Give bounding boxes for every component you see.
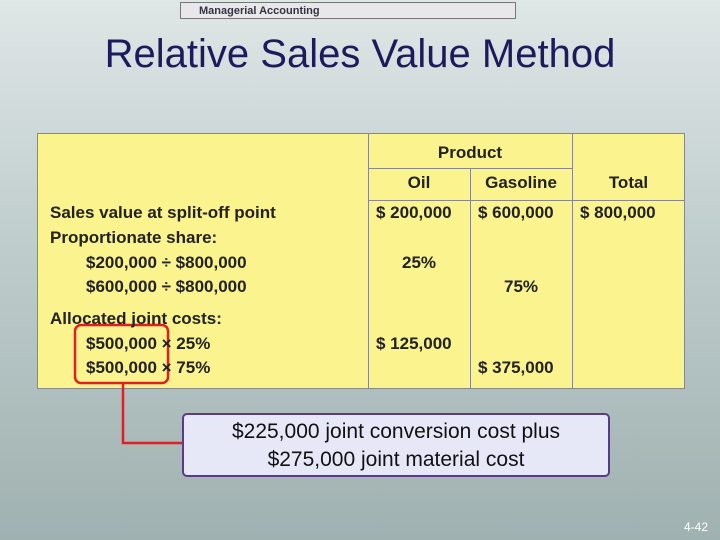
cell: $ 200,000 <box>376 203 452 222</box>
section-heading: Allocated joint costs: <box>50 309 222 328</box>
cell: $ 375,000 <box>478 358 554 377</box>
row-label: $600,000 ÷ $800,000 <box>86 277 247 296</box>
cell: 25% <box>401 253 437 272</box>
row-label: Sales value at split-off point <box>50 203 276 222</box>
slide-title: Relative Sales Value Method <box>104 32 616 76</box>
column-header: Oil <box>407 173 431 192</box>
col-line <box>572 134 573 388</box>
highlight-box <box>73 323 170 385</box>
callout-line: $275,000 joint material cost <box>267 448 525 471</box>
callout: $225,000 joint conversion cost plus $275… <box>182 413 610 477</box>
table <box>37 133 685 389</box>
cell: $ 800,000 <box>580 203 656 222</box>
row-line <box>368 168 572 169</box>
col-line <box>368 134 369 388</box>
callout-line: $225,000 joint conversion cost plus <box>231 420 561 443</box>
cell: $ 600,000 <box>478 203 554 222</box>
row-line <box>368 200 684 201</box>
row-label: $500,000 × 25% <box>86 334 211 353</box>
column-header: Gasoline <box>485 173 557 192</box>
row-label: $500,000 × 75% <box>86 358 211 377</box>
row-label: $200,000 ÷ $800,000 <box>86 253 247 272</box>
column-header: Total <box>608 173 649 192</box>
banner: Managerial Accounting <box>180 2 516 19</box>
page-number: 4-42 <box>683 520 708 534</box>
cell: $ 125,000 <box>376 334 452 353</box>
column-group-header: Product <box>437 143 503 162</box>
section-heading: Proportionate share: <box>50 228 218 247</box>
connector <box>121 383 182 445</box>
cell: 75% <box>503 277 539 296</box>
col-line <box>470 168 471 388</box>
